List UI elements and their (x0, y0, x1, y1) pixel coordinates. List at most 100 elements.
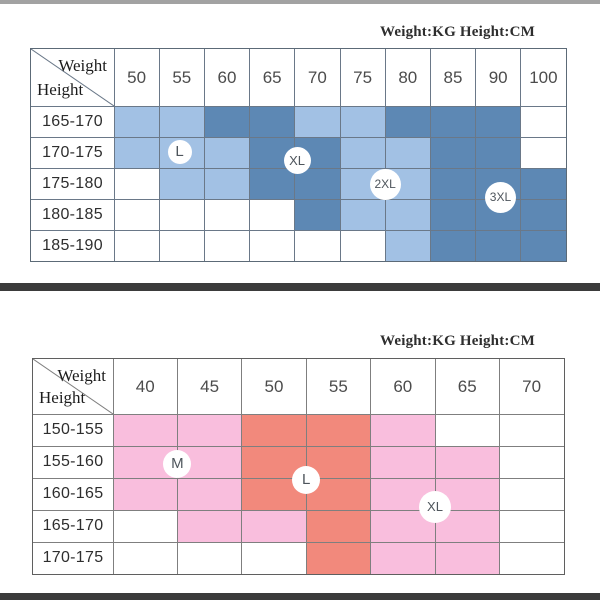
grid-line-horizontal (33, 509, 564, 511)
size-cell (430, 230, 476, 261)
column-header: 70 (307, 67, 327, 87)
row-label: 180-185 (42, 205, 103, 223)
size-badge: 3XL (484, 181, 516, 213)
size-cell (294, 106, 340, 137)
size-cell (241, 414, 307, 446)
size-cell (520, 230, 566, 261)
size-badge: XL (283, 146, 311, 174)
size-badge: 2XL (369, 168, 401, 200)
size-cell (249, 168, 295, 199)
size-cell (475, 137, 521, 168)
size-cell (520, 199, 566, 230)
grid-line-vertical (498, 359, 500, 574)
size-cell (159, 106, 205, 137)
size-cell (430, 199, 476, 230)
unit-label-top: Weight:KG Height:CM (379, 24, 535, 40)
size-cell (385, 106, 431, 137)
grid-line-vertical (370, 359, 372, 574)
grid-line-vertical (520, 49, 522, 261)
size-cell (435, 542, 500, 574)
column-header: 85 (443, 67, 463, 87)
column-header: 60 (393, 376, 413, 396)
size-cell (113, 478, 178, 510)
size-cell (430, 137, 476, 168)
column-header: 65 (262, 67, 282, 87)
column-header: 45 (200, 376, 220, 396)
column-header: 40 (135, 376, 155, 396)
corner-header-cell: Weight Height (33, 359, 113, 414)
size-badge: L (167, 139, 192, 164)
grid-line-vertical (158, 49, 160, 261)
row-label: 150-155 (42, 421, 104, 438)
diagonal-line (31, 49, 114, 106)
grid-line-vertical (475, 49, 477, 261)
row-label: 165-170 (42, 112, 103, 130)
womens-size-table: Weight Height 40 45 50 55 60 65 70 150-155 155-160… (32, 358, 565, 575)
column-header: 75 (353, 67, 373, 87)
row-label: 155-160 (42, 453, 104, 470)
grid-line-vertical (429, 49, 431, 261)
size-cell (114, 137, 160, 168)
size-cell (385, 199, 431, 230)
column-header: 50 (127, 67, 147, 87)
size-cell (340, 106, 386, 137)
row-label: 170-175 (42, 143, 103, 161)
grid-line-horizontal (33, 413, 564, 415)
grid-line-vertical (384, 49, 386, 261)
column-header: 80 (398, 67, 418, 87)
column-header: 70 (522, 376, 542, 396)
grid-line-horizontal (33, 541, 564, 543)
size-badge: L (292, 465, 321, 494)
grid-line-vertical (241, 359, 243, 574)
size-badge: XL (419, 490, 451, 523)
size-cell (370, 446, 435, 478)
grid-line-horizontal (31, 198, 566, 200)
size-cell (385, 137, 431, 168)
column-header: 60 (217, 67, 237, 87)
height-axis-label: Height (39, 388, 86, 407)
weight-axis-label: Weight (57, 366, 106, 385)
size-cell (249, 106, 295, 137)
size-cell (430, 106, 476, 137)
grid-line-vertical (339, 49, 341, 261)
size-cell (114, 106, 160, 137)
column-header: 50 (264, 376, 284, 396)
unit-label-bottom: Weight:KG Height:CM (379, 333, 535, 349)
row-label: 170-175 (42, 549, 104, 566)
grid-line-vertical (112, 359, 114, 574)
grid-line-horizontal (31, 105, 566, 107)
top-edge-bar (0, 0, 600, 4)
row-label: 175-180 (42, 174, 103, 192)
row-label: 185-190 (42, 236, 103, 254)
size-cell (430, 168, 476, 199)
size-cell (177, 414, 242, 446)
size-cell (204, 137, 250, 168)
column-header: 65 (457, 376, 477, 396)
row-label: 165-170 (42, 517, 104, 534)
weight-axis-label: Weight (58, 56, 107, 75)
size-cell (177, 510, 242, 542)
mens-size-table: Weight Height 50 55 60 65 70 75 80 85 90 100 165-170… (30, 48, 567, 262)
size-cell (475, 106, 521, 137)
section-divider-bar (0, 283, 600, 291)
bottom-edge-bar (0, 593, 600, 600)
size-cell (241, 510, 307, 542)
grid-line-vertical (113, 49, 115, 261)
row-label: 160-165 (42, 485, 104, 502)
size-cell (306, 414, 371, 446)
size-cell (340, 137, 386, 168)
size-cell (370, 542, 435, 574)
size-cell (204, 106, 250, 137)
diagonal-line (33, 359, 113, 414)
size-cell (177, 478, 242, 510)
size-cell (306, 510, 371, 542)
column-header: 55 (328, 376, 348, 396)
size-cell (294, 168, 340, 199)
height-axis-label: Height (37, 80, 84, 99)
size-cell (294, 199, 340, 230)
column-header: 55 (172, 67, 192, 87)
grid-line-horizontal (33, 445, 564, 447)
size-cell (340, 199, 386, 230)
grid-line-vertical (434, 359, 436, 574)
